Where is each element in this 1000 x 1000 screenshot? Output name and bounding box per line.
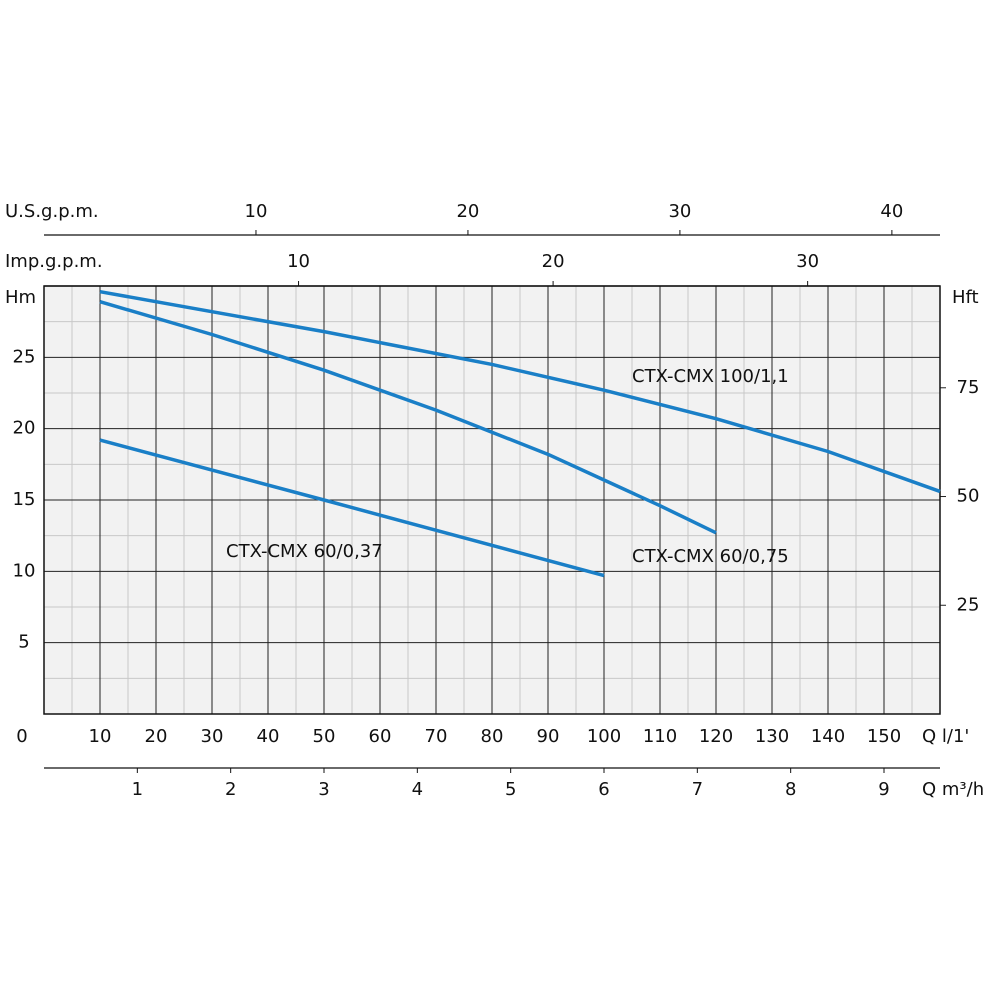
x-tick-label: 110 xyxy=(643,726,677,747)
secondary-tick-label: 8 xyxy=(785,779,796,800)
x-tick-label: 140 xyxy=(811,726,845,747)
secondary-axis-label: Imp.g.p.m. xyxy=(5,251,103,272)
x-tick-label: 10 xyxy=(89,726,112,747)
x-tick-label: 100 xyxy=(587,726,621,747)
x-tick-label: 80 xyxy=(481,726,504,747)
x-tick-label: 40 xyxy=(257,726,280,747)
y-tick-label: 25 xyxy=(13,346,36,367)
x-tick-label: 50 xyxy=(313,726,336,747)
secondary-tick-label: 30 xyxy=(668,201,691,222)
y-tick-label: 20 xyxy=(13,418,36,439)
y2-tick-label: 25 xyxy=(957,594,980,615)
x-tick-label: 20 xyxy=(145,726,168,747)
y-tick-label: 10 xyxy=(13,560,36,581)
y2-tick-label: 75 xyxy=(957,377,980,398)
secondary-tick-label: 30 xyxy=(796,251,819,272)
secondary-tick-label: 1 xyxy=(132,779,143,800)
curve xyxy=(99,289,941,494)
curve xyxy=(99,438,605,578)
x-tick-label: 0 xyxy=(16,726,27,747)
x-tick-label: 150 xyxy=(867,726,901,747)
secondary-tick-label: 3 xyxy=(318,779,329,800)
x-tick-label: 120 xyxy=(699,726,733,747)
x-tick-label: 60 xyxy=(369,726,392,747)
x-tick-label: 90 xyxy=(537,726,560,747)
curve-label: CTX-CMX 60/0,37 xyxy=(226,541,383,562)
secondary-tick-label: 6 xyxy=(598,779,609,800)
y-tick-label: 5 xyxy=(18,632,29,653)
y2-axis-label: Hft xyxy=(952,287,979,308)
secondary-tick-label: 10 xyxy=(245,201,268,222)
x-tick-label: 70 xyxy=(425,726,448,747)
y-axis-label: Hm xyxy=(5,287,36,308)
secondary-tick-label: 10 xyxy=(287,251,310,272)
x-tick-label: 130 xyxy=(755,726,789,747)
curve-label: CTX-CMX 60/0,75 xyxy=(632,546,789,567)
secondary-tick-label: 20 xyxy=(542,251,565,272)
y2-tick-label: 50 xyxy=(957,486,980,507)
secondary-axis-label: Q m³/h xyxy=(922,779,984,800)
curve xyxy=(99,300,717,535)
secondary-tick-label: 5 xyxy=(505,779,516,800)
secondary-axis-label: U.S.g.p.m. xyxy=(5,201,99,222)
secondary-tick-label: 2 xyxy=(225,779,236,800)
secondary-tick-label: 4 xyxy=(412,779,423,800)
x-axis-label: Q l/1' xyxy=(922,726,969,747)
curve-label: CTX-CMX 100/1,1 xyxy=(632,366,789,387)
secondary-tick-label: 40 xyxy=(880,201,903,222)
secondary-tick-label: 20 xyxy=(456,201,479,222)
x-tick-label: 30 xyxy=(201,726,224,747)
y-tick-label: 15 xyxy=(13,489,36,510)
secondary-tick-label: 9 xyxy=(878,779,889,800)
secondary-tick-label: 7 xyxy=(692,779,703,800)
